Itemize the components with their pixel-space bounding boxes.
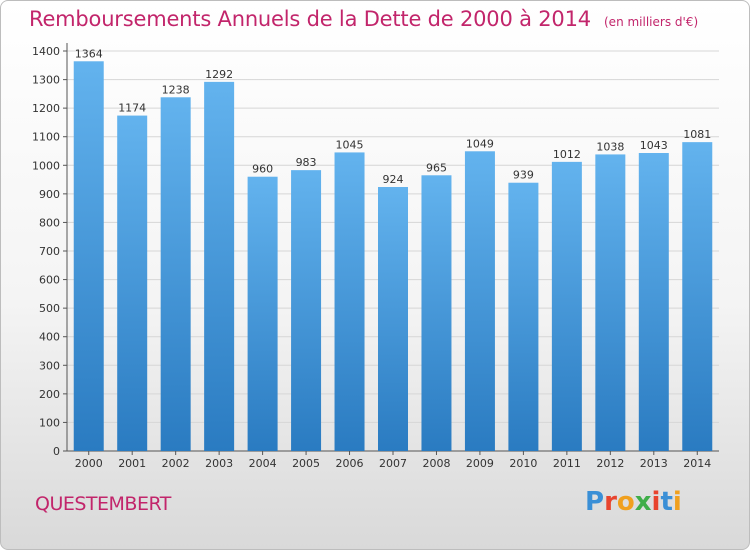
title-row: Remboursements Annuels de la Dette de 20…	[29, 7, 698, 31]
logo-letter: i	[672, 487, 682, 517]
y-tick-label: 0	[53, 445, 60, 458]
y-tick-label: 900	[39, 188, 60, 201]
bar	[334, 152, 365, 451]
bar	[464, 151, 495, 452]
logo-letter: o	[616, 487, 635, 517]
value-label: 939	[513, 169, 534, 182]
x-tick-label: 2003	[205, 457, 233, 470]
bar	[247, 176, 278, 451]
value-label: 1012	[553, 148, 581, 161]
bar-layer	[73, 61, 713, 452]
x-tick-label: 2001	[118, 457, 146, 470]
x-tick-label: 2011	[553, 457, 581, 470]
y-tick-label: 600	[39, 274, 60, 287]
value-label: 1043	[640, 139, 668, 152]
y-tick-label: 100	[39, 416, 60, 429]
logo-letter: t	[660, 487, 673, 517]
x-tick-label: 2012	[596, 457, 624, 470]
value-label: 1038	[596, 140, 624, 153]
value-label: 965	[426, 161, 447, 174]
x-tick-label: 2010	[509, 457, 537, 470]
value-label: 983	[296, 156, 317, 169]
proxiti-logo[interactable]: Proxiti	[585, 487, 682, 517]
x-tick-label: 2004	[249, 457, 277, 470]
y-tick-label: 1000	[32, 159, 60, 172]
x-tick-label: 2006	[336, 457, 364, 470]
x-tick-label: 2007	[379, 457, 407, 470]
y-tick-label: 300	[39, 359, 60, 372]
bar	[204, 81, 235, 451]
x-tick-label: 2009	[466, 457, 494, 470]
value-label: 1238	[162, 83, 190, 96]
y-tick-label: 500	[39, 302, 60, 315]
bar	[160, 97, 191, 452]
x-tick-label: 2005	[292, 457, 320, 470]
label-layer: 0 100 200 300 400 500 600 700 800 900 1000 1100 1200…	[32, 45, 711, 470]
bar	[117, 115, 148, 452]
x-tick-label: 2000	[75, 457, 103, 470]
value-label: 1292	[205, 68, 233, 81]
y-tick-label: 200	[39, 388, 60, 401]
bar	[508, 182, 539, 451]
bar	[638, 153, 669, 451]
value-label: 1081	[683, 128, 711, 141]
value-label: 1049	[466, 137, 494, 150]
bar	[595, 154, 626, 451]
y-tick-label: 1100	[32, 131, 60, 144]
x-tick-label: 2002	[162, 457, 190, 470]
x-tick-label: 2014	[683, 457, 711, 470]
chart-title: Remboursements Annuels de la Dette de 20…	[29, 7, 591, 31]
chart-unit: (en milliers d'€)	[604, 15, 699, 29]
value-label: 1174	[118, 102, 146, 115]
bar	[73, 61, 104, 452]
value-label: 924	[383, 173, 404, 186]
commune-name: QUESTEMBERT	[35, 493, 171, 515]
x-tick-label: 2008	[422, 457, 450, 470]
logo-letter: r	[604, 487, 617, 517]
bar	[291, 170, 322, 451]
logo-letter: P	[585, 487, 605, 517]
y-tick-label: 1400	[32, 45, 60, 58]
y-tick-label: 1200	[32, 102, 60, 115]
y-tick-label: 400	[39, 331, 60, 344]
bar	[421, 175, 452, 452]
y-tick-label: 800	[39, 216, 60, 229]
bar	[551, 161, 582, 451]
value-label: 960	[252, 163, 273, 176]
y-tick-label: 700	[39, 245, 60, 258]
value-label: 1364	[75, 47, 103, 60]
bar	[378, 187, 408, 451]
logo-letter: x	[634, 487, 652, 517]
bar	[682, 142, 713, 451]
logo-letter: i	[651, 487, 661, 517]
x-tick-label: 2013	[640, 457, 668, 470]
y-tick-label: 1300	[32, 74, 60, 87]
value-label: 1045	[336, 138, 364, 151]
